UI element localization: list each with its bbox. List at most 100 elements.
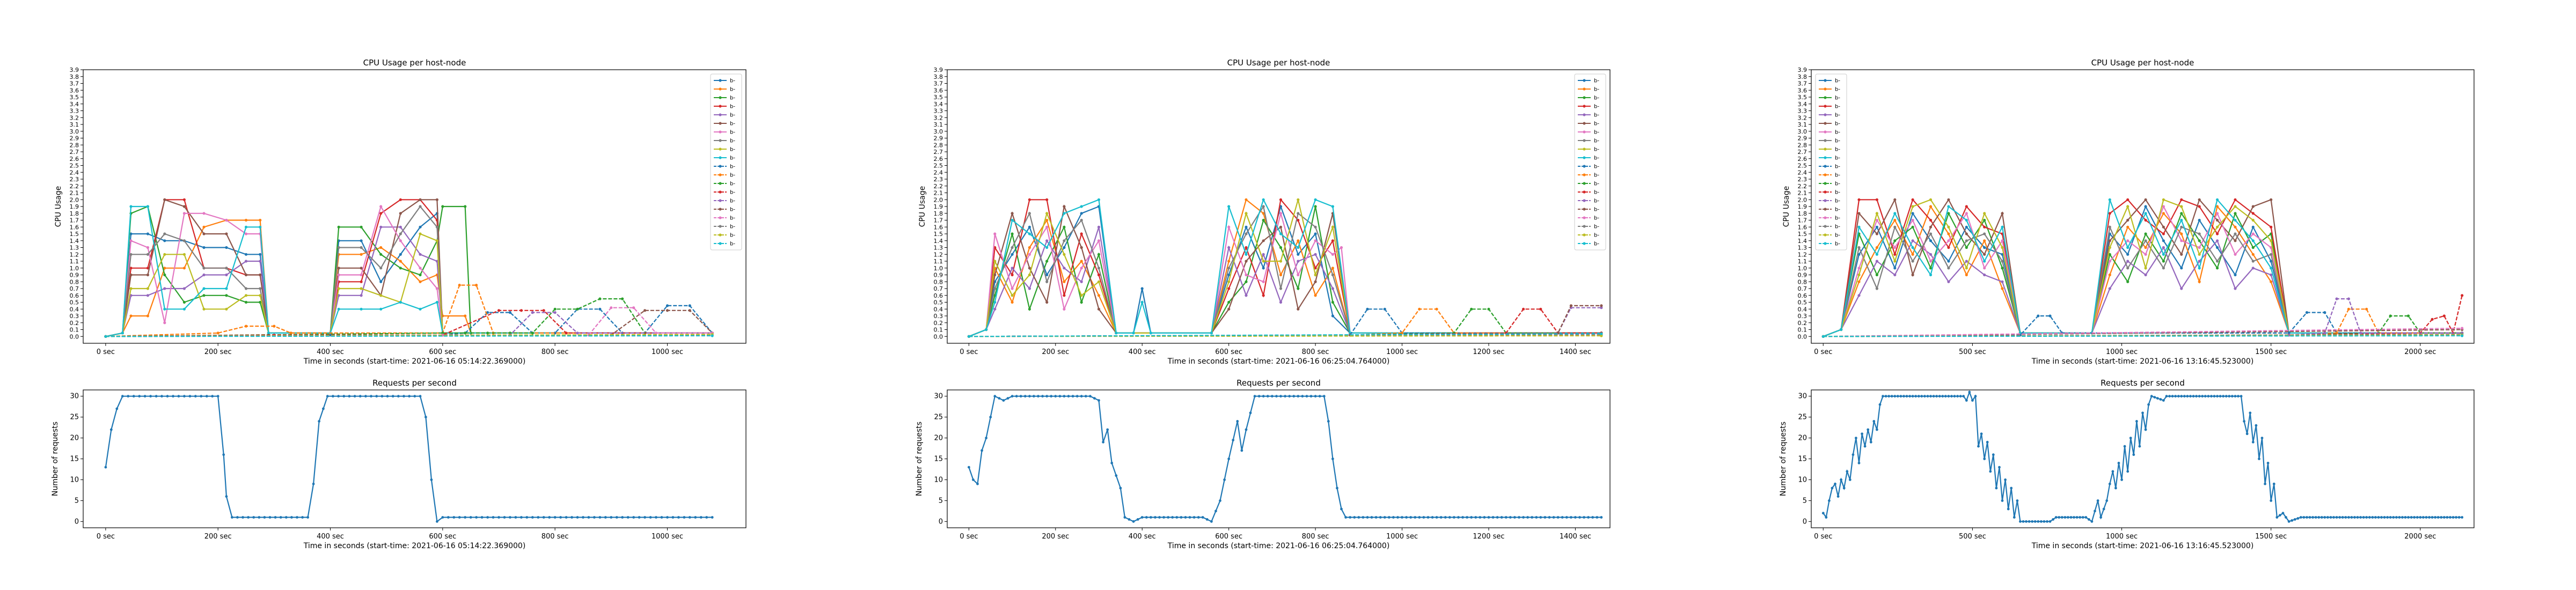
- legend-label: b-: [1594, 113, 1599, 119]
- x-tick-label: 800 sec: [541, 348, 569, 356]
- data-point: [379, 280, 383, 283]
- data-point: [1998, 466, 2001, 469]
- data-point: [2162, 212, 2165, 215]
- legend-label: b-: [730, 224, 735, 230]
- data-point: [1331, 239, 1334, 242]
- data-point: [419, 273, 422, 277]
- data-point: [2234, 225, 2237, 228]
- data-point: [2028, 520, 2031, 523]
- legend-label: b-: [730, 95, 735, 101]
- data-point: [399, 212, 402, 215]
- series-line-6: [105, 198, 713, 337]
- data-point: [2332, 516, 2335, 519]
- data-point: [2457, 516, 2461, 519]
- legend-label: b-: [730, 147, 735, 153]
- data-point: [1965, 246, 1968, 249]
- data-point: [1279, 300, 1283, 304]
- data-point: [2374, 516, 2377, 519]
- data-point: [247, 516, 250, 519]
- data-point: [2425, 516, 2428, 519]
- legend-label: b-: [1835, 198, 1840, 204]
- data-point: [1470, 516, 1473, 519]
- data-point: [252, 516, 255, 519]
- legend-marker: [1824, 96, 1827, 99]
- data-point: [155, 395, 158, 398]
- data-point: [1301, 395, 1304, 398]
- y-tick-label: 3.2: [934, 114, 943, 121]
- data-point: [2237, 395, 2240, 398]
- data-point: [419, 280, 422, 283]
- y-tick-label: 1.1: [70, 258, 79, 265]
- data-point: [1401, 516, 1403, 519]
- data-point: [1821, 512, 1825, 515]
- data-point: [1331, 287, 1334, 290]
- data-point: [2461, 294, 2464, 297]
- data-point: [711, 516, 714, 519]
- y-tick-label: 0: [939, 518, 943, 526]
- data-point: [1201, 516, 1204, 519]
- x-tick-label: 400 sec: [317, 533, 344, 541]
- legend-label: b-: [1835, 164, 1840, 170]
- data-point: [1318, 395, 1321, 398]
- y-tick-label: 1.9: [70, 203, 79, 210]
- legend-marker: [1583, 190, 1586, 194]
- x-tick-label: 1000 sec: [1386, 348, 1418, 356]
- data-point: [2270, 253, 2273, 256]
- data-point: [1140, 287, 1144, 290]
- data-point: [671, 516, 675, 519]
- legend-label: b-: [1835, 156, 1840, 161]
- data-point: [2362, 516, 2365, 519]
- y-tick-label: 1.0: [1798, 265, 1807, 272]
- data-point: [2380, 516, 2383, 519]
- data-point: [1920, 395, 1923, 398]
- data-point: [202, 246, 206, 249]
- data-point: [1483, 516, 1486, 519]
- legend-marker: [1824, 87, 1827, 91]
- data-point: [1875, 218, 1878, 222]
- data-point: [2251, 267, 2255, 270]
- y-tick-label: 1.4: [1798, 238, 1807, 245]
- data-point: [2162, 239, 2165, 242]
- data-point: [2126, 225, 2129, 228]
- data-point: [1875, 287, 1878, 290]
- data-point: [1045, 239, 1049, 242]
- data-point: [2168, 395, 2171, 398]
- data-point: [1262, 253, 1265, 256]
- data-point: [360, 267, 363, 270]
- data-point: [1011, 232, 1014, 235]
- data-point: [1227, 458, 1231, 460]
- data-point: [2410, 516, 2413, 519]
- data-point: [1366, 307, 1369, 311]
- data-point: [1028, 395, 1031, 398]
- data-point: [1357, 516, 1360, 519]
- legend-marker: [1824, 156, 1827, 159]
- data-point: [2434, 516, 2437, 519]
- data-point: [1262, 212, 1265, 215]
- data-point: [216, 331, 219, 335]
- data-point: [2177, 395, 2180, 398]
- data-point: [1840, 328, 1843, 331]
- data-point: [2260, 437, 2264, 439]
- data-point: [1935, 395, 1938, 398]
- data-point: [1983, 267, 1986, 270]
- data-point: [598, 297, 602, 300]
- data-point: [1331, 273, 1334, 277]
- data-point: [1600, 334, 1603, 337]
- data-point: [972, 478, 975, 481]
- data-point: [337, 246, 340, 249]
- y-tick-label: 5: [1803, 497, 1807, 505]
- plot-area: [104, 395, 714, 523]
- data-point: [503, 516, 506, 519]
- data-point: [2019, 520, 2022, 523]
- y-tick-label: 3.0: [1798, 128, 1807, 135]
- x-tick-label: 800 sec: [1302, 533, 1329, 541]
- data-point: [1539, 307, 1542, 311]
- data-point: [1150, 516, 1152, 519]
- legend-marker: [719, 225, 722, 228]
- legend-marker: [1583, 96, 1586, 99]
- data-point: [2210, 395, 2213, 398]
- data-point: [1855, 437, 1857, 439]
- y-tick-label: 2.7: [70, 149, 79, 156]
- x-tick-label: 500 sec: [1959, 348, 1986, 356]
- data-point: [2293, 518, 2296, 521]
